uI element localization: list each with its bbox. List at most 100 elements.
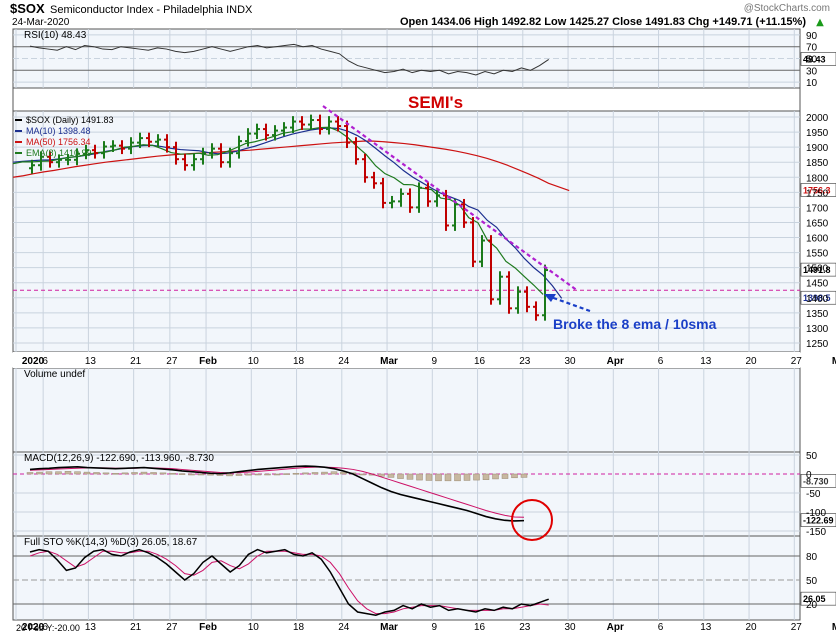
macd-tick-label: 0 [806,470,812,481]
price-bar [290,116,296,133]
price-bar [416,182,422,213]
rsi-tick-label: 50 [806,55,818,66]
x-tick-label-bottom: 2020 [22,622,45,633]
macd-hist-bar [463,473,471,481]
macd-hist-bar [150,472,157,475]
macd-hist-bar [36,471,43,475]
price-bar [398,188,404,207]
macd-hist-bar [416,473,423,481]
rsi-label: RSI(10) 48.43 [24,30,87,41]
sto-value-tag-text: 26.05 [803,594,826,604]
rsi-line [29,43,549,76]
x-tick-label: 21 [130,356,142,367]
price-bar [128,137,134,155]
rsi-value-tag-text: 48.43 [803,54,826,64]
macd-value-tag-box [800,513,836,527]
volume-label: Volume undef [24,369,85,380]
price-bar [533,301,539,321]
price-bar [371,171,377,189]
price-tick-label: 1600 [806,234,829,245]
macd-hist-bar [207,473,214,476]
legend-entry: EMA(8) 1410.99 [26,148,92,158]
x-tick-label-bottom: May [832,622,836,633]
ma50-value-tag-text: 1756.3 [803,185,831,195]
price-bar [47,151,53,168]
x-tick-label: 30 [564,356,576,367]
sto-panel [12,535,801,621]
sto-k-line [29,548,549,616]
price-panel [12,110,801,353]
macd-hist-bar [501,473,509,479]
macd-hist-bar [311,472,319,475]
price-bar [425,182,431,207]
price-bar [308,114,314,130]
x-tick-label-bottom: Apr [607,622,624,633]
price-tick-label: 1250 [806,339,829,350]
macd-hist-bar [93,472,100,475]
volume-panel [12,367,801,453]
legend-entry: MA(50) 1756.34 [26,137,91,147]
price-bar [110,140,116,152]
macd-hist-bar [197,473,205,476]
price-bar [92,144,98,159]
ma10-value-tag-text: 1398.5 [803,293,831,303]
price-tick-label: 1400 [806,294,829,305]
ma10-value-tag: 1398.5 [800,290,836,305]
x-tick-label-bottom: 30 [564,622,576,633]
exchange: INDX [226,4,253,16]
price-bar [344,120,350,149]
symbol: $SOX [10,1,45,16]
price-bar [191,153,197,171]
x-tick-label-bottom: 6 [42,622,48,633]
price-bar [227,147,233,168]
price-bar [173,141,179,165]
macd-hist-bar [178,473,186,475]
price-bar [164,134,170,153]
price-bar [317,114,323,135]
price-bar [146,132,152,148]
x-tick-label-bottom: 27 [166,622,178,633]
rsi-value-tag-box [800,52,836,66]
x-tick-label: Apr [607,356,624,367]
macd-hist-bar [140,471,148,475]
x-tick-label-bottom: 27 [791,622,803,633]
price-bar [254,123,260,140]
x-tick-label-bottom: 9 [432,622,438,633]
price-bar [461,198,467,228]
sto-value-tag: 26.05 [800,591,836,606]
x-tick-label: 24 [338,356,350,367]
price-bar [236,135,242,159]
price-bar [200,147,206,165]
price-tick-label: 1950 [806,128,829,139]
price-bar [74,148,80,166]
x-tick-label-bottom: 13 [700,622,712,633]
sto-tick-label: 80 [806,552,818,563]
rsi-tick-label: 30 [806,66,818,77]
price-bar [488,235,494,305]
price-tick-label: 1900 [806,143,829,154]
x-tick-label: May [832,356,836,367]
rsi-tick-label: 90 [806,31,818,42]
rsi-price-gap [12,87,801,112]
legend-entry: MA(10) 1398.48 [26,126,91,136]
macd-hist-bar [45,471,53,475]
ma10-value-tag-box [800,290,836,305]
rsi-value-tag: 48.43 [800,52,836,66]
price-bar [362,153,368,183]
x-tick-label: 16 [474,356,486,367]
price-bar [182,153,188,171]
macd-hist-bar [387,473,395,478]
price-bar [542,264,548,321]
x-tick-label: 27 [166,356,178,367]
price-bar [515,286,521,314]
semis-title: SEMI's [408,93,463,112]
x-tick-label: 13 [700,356,712,367]
macd-hist-bar [359,473,366,476]
rsi-tick-label: 70 [806,43,818,54]
sto-tick-label: 50 [806,576,818,587]
x-tick-label-bottom: 10 [248,622,260,633]
breakout-note: Broke the 8 ema / 10sma [553,316,717,332]
sto-value-tag-box [800,591,836,606]
price-bar [272,125,278,141]
x-tick-label: 27 [791,356,803,367]
